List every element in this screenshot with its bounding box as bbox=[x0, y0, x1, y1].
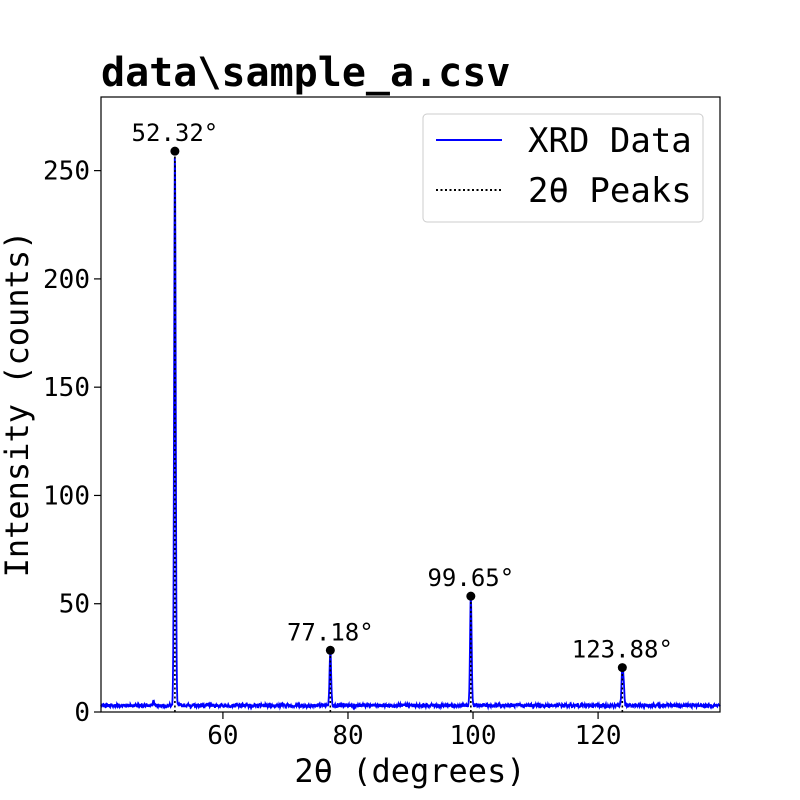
y-axis: 0 50 100 150 200 250 bbox=[43, 157, 101, 728]
peak-label: 123.88° bbox=[572, 636, 673, 664]
legend: XRD Data 2θ Peaks bbox=[422, 113, 704, 223]
chart-title: data\sample_a.csv bbox=[101, 50, 510, 96]
plot-frame bbox=[100, 96, 721, 713]
peak-label: 52.32° bbox=[132, 119, 219, 147]
y-tick-label: 100 bbox=[43, 481, 90, 511]
peak-point bbox=[325, 645, 335, 655]
x-axis-label: 2θ (degrees) bbox=[294, 752, 525, 790]
x-tick-label: 60 bbox=[207, 721, 238, 751]
peak-point bbox=[466, 591, 476, 601]
y-tick-label: 250 bbox=[43, 157, 90, 187]
x-axis: 60 80 100 120 bbox=[207, 712, 622, 751]
peak-point bbox=[617, 663, 627, 673]
y-tick-label: 150 bbox=[43, 373, 90, 403]
legend-label-peaks: 2θ Peaks bbox=[528, 171, 692, 211]
y-axis-label: Intensity (counts) bbox=[0, 231, 36, 578]
y-tick-label: 50 bbox=[59, 590, 90, 620]
legend-label-xrd-data: XRD Data bbox=[528, 121, 692, 161]
y-tick-label: 0 bbox=[74, 698, 90, 728]
y-tick-label: 200 bbox=[43, 265, 90, 295]
peak-label: 77.18° bbox=[287, 618, 374, 646]
plot-area: 52.32° 77.18° 99.65° 123.88° bbox=[100, 119, 721, 712]
x-tick-label: 120 bbox=[575, 721, 622, 751]
peak-point bbox=[170, 146, 180, 156]
x-tick-label: 100 bbox=[450, 721, 497, 751]
peak-label: 99.65° bbox=[427, 564, 514, 592]
x-tick-label: 80 bbox=[332, 721, 363, 751]
xrd-data-line bbox=[100, 157, 721, 711]
